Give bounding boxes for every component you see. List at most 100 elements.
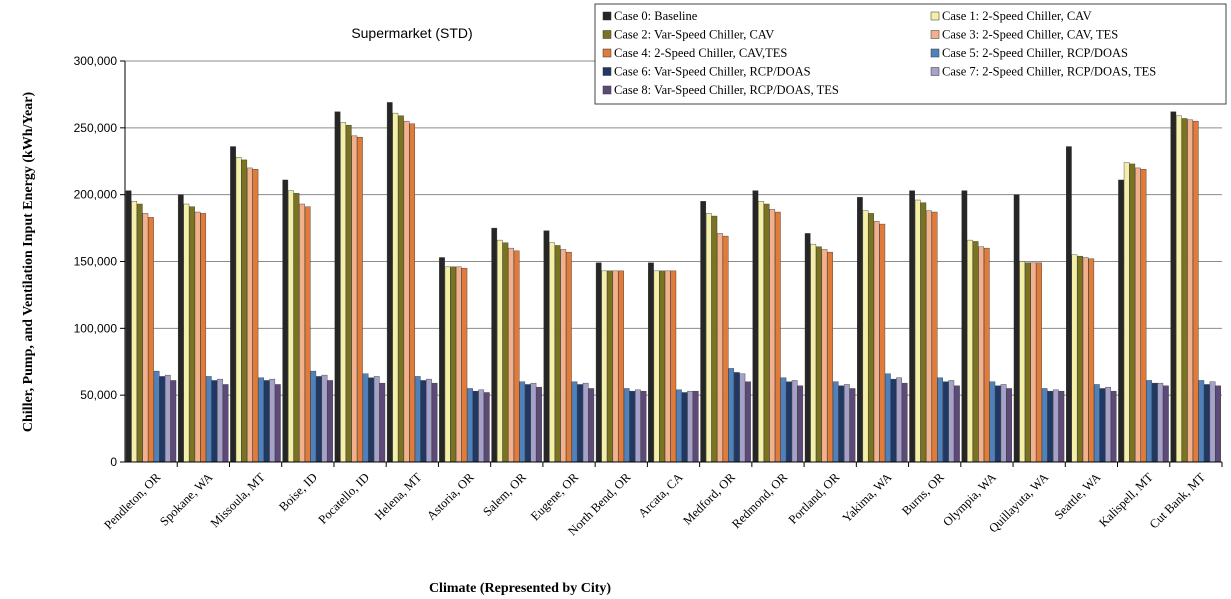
bar — [409, 123, 416, 463]
bar — [357, 136, 363, 463]
bar — [728, 368, 735, 463]
bar — [821, 249, 828, 463]
x-tick-label: Seattle, WA — [1052, 470, 1104, 522]
bar — [241, 159, 248, 463]
bar — [1000, 384, 1007, 463]
bar — [496, 239, 503, 463]
bar — [1123, 162, 1130, 463]
bar — [571, 381, 578, 463]
y-tick-label: 100,000 — [74, 321, 118, 335]
bar — [543, 230, 550, 463]
bar — [327, 380, 333, 463]
bar — [148, 217, 154, 463]
legend-swatch — [602, 48, 612, 58]
legend: Case 0: Baseline Case 1: 2-Speed Chiller,… — [594, 3, 1227, 105]
bar — [334, 111, 341, 463]
bar — [577, 384, 583, 463]
bar — [1204, 384, 1210, 463]
bar — [125, 190, 132, 463]
bar — [200, 213, 207, 463]
bar — [961, 190, 968, 463]
bar — [211, 380, 218, 463]
legend-swatch — [930, 11, 940, 21]
bar — [444, 266, 451, 463]
x-tick-label: Portland, OR — [786, 470, 843, 527]
bar — [426, 378, 432, 463]
bar — [392, 112, 399, 463]
bar — [1041, 388, 1048, 463]
legend-entry: Case 3: 2-Speed Chiller, CAV, TES — [942, 28, 1118, 42]
bar — [1118, 179, 1124, 463]
bar — [687, 390, 694, 463]
bar — [1146, 380, 1152, 463]
y-tick-label: 50,000 — [80, 388, 117, 402]
bar — [1013, 194, 1020, 463]
bar — [681, 392, 688, 463]
bar — [1215, 385, 1221, 463]
bar — [601, 270, 608, 463]
bar — [252, 169, 259, 463]
bar — [142, 213, 149, 463]
y-tick-label: 200,000 — [74, 188, 118, 202]
bar — [1047, 390, 1054, 463]
x-tick-label: Pocatello, ID — [316, 470, 373, 527]
bar — [274, 384, 281, 463]
bar — [1099, 388, 1106, 463]
legend-swatch — [602, 67, 612, 76]
bar — [288, 190, 294, 463]
bar — [978, 246, 985, 463]
bar — [769, 209, 776, 463]
bar — [752, 190, 759, 463]
bar — [629, 390, 636, 463]
bar — [269, 378, 276, 463]
bar — [890, 378, 897, 463]
x-tick-label: Helena, MT — [372, 470, 425, 523]
bar — [403, 120, 410, 463]
bar — [885, 373, 891, 463]
bar — [379, 382, 386, 463]
legend-entry: Case 7: 2-Speed Chiller, RCP/DOAS, TES — [942, 65, 1156, 79]
y-tick-label: 250,000 — [74, 121, 118, 135]
bar — [373, 376, 380, 463]
chart-title: Supermarket (STD) — [351, 25, 472, 41]
x-tick-label: Burns, OR — [899, 470, 947, 518]
bar — [607, 270, 613, 463]
bar — [849, 388, 856, 463]
x-tick-label: Medford, OR — [680, 470, 738, 528]
bar — [733, 372, 740, 463]
bar — [455, 266, 462, 463]
bar — [739, 373, 746, 463]
bar — [258, 377, 264, 463]
bar — [692, 390, 699, 463]
bar — [1135, 167, 1141, 463]
bar — [989, 381, 996, 463]
bar — [862, 210, 869, 463]
x-tick-label: Missoula, MT — [208, 470, 268, 530]
y-tick-labels: 0 50,000 100,000 150,000 200,000 250,000 300,0… — [74, 54, 118, 469]
bar — [832, 381, 839, 463]
bar — [431, 382, 438, 463]
bar — [758, 201, 764, 463]
bar — [879, 223, 886, 463]
bar — [222, 384, 229, 463]
bar — [1176, 115, 1182, 463]
x-tick-label: Spokane, WA — [157, 470, 215, 528]
bar — [920, 202, 927, 463]
x-tick-label: Arcata, CA — [635, 470, 685, 520]
x-tick-label: Salem, OR — [480, 470, 529, 519]
bar — [711, 215, 718, 463]
legend-entry: Case 5: 2-Speed Chiller, RCP/DOAS — [942, 46, 1128, 60]
bar — [340, 122, 346, 463]
bar — [896, 377, 902, 463]
bar — [1066, 146, 1072, 463]
bar — [942, 381, 949, 463]
y-tick-label: 150,000 — [74, 255, 118, 269]
bar — [316, 376, 322, 463]
bar — [450, 266, 457, 463]
bar — [810, 243, 817, 463]
bar — [1209, 381, 1216, 463]
bar — [670, 270, 677, 463]
bar — [967, 239, 973, 463]
bar — [797, 385, 804, 463]
bar — [491, 227, 498, 463]
